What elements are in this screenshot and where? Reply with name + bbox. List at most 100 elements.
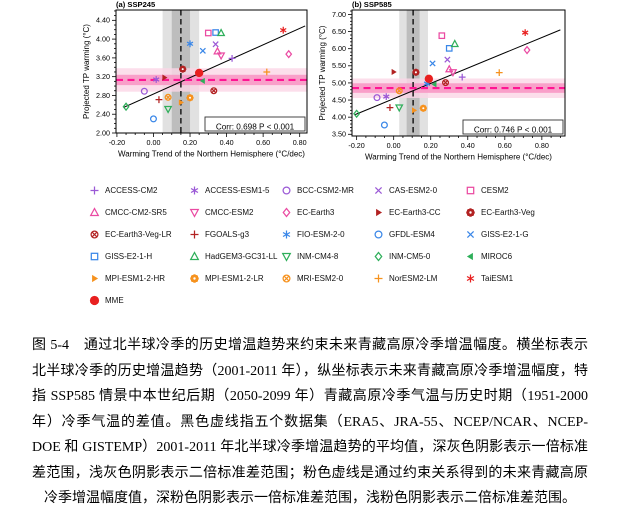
legend-item-ACCESS-CM2: ACCESS-CM2 — [88, 184, 188, 197]
legend-item-EC-Earth3: EC-Earth3 — [280, 206, 372, 219]
caption-line-3: 指 SSP585 情景中本世纪后期（2050-2099 年）青藏高原冷季气温与历… — [32, 389, 588, 404]
legend-item-GISS-E2-1-H: GISS-E2-1-H — [88, 250, 188, 263]
legend-item-MPI-ESM1-2-HR: MPI-ESM1-2-HR — [88, 272, 188, 285]
marker-EC-Earth3-Veg-LR — [442, 79, 450, 87]
marker-CAS-ESM2-0 — [212, 41, 219, 48]
legend-label: MRI-ESM2-0 — [297, 273, 344, 283]
y-tick-label: 6.00 — [332, 44, 346, 53]
y-tick-label: 4.00 — [96, 35, 110, 44]
legend-marker-GFDL-ESM4-icon — [374, 229, 383, 239]
legend-symbol-BCC-CSM2-MR — [282, 185, 291, 195]
legend-item-EC-Earth3-CC: EC-Earth3-CC — [372, 206, 464, 219]
model-legend: ACCESS-CM2 ACCESS-ESM1-5 BCC-CSM2-MR CAS-ES… — [0, 179, 620, 311]
legend-symbol-FGOALS-g3 — [190, 230, 199, 238]
legend-symbol-EC-Earth3 — [282, 206, 291, 218]
marker-GFDL-ESM4 — [380, 121, 388, 129]
x-axis-label: Warming Trend of the Northern Hemisphere… — [118, 150, 305, 159]
legend-marker-BCC-CSM2-MR-icon — [282, 185, 291, 195]
marker-MME — [424, 74, 434, 84]
legend-label: GFDL-ESM4 — [389, 229, 435, 239]
y-axis-label: Projected TP warming (°C) — [318, 25, 327, 120]
marker-INM-CM5-0 — [122, 102, 130, 112]
legend-symbol-TaiESM1 — [466, 274, 475, 282]
legend-symbol-MME — [89, 295, 100, 305]
marker-EC-Earth3-Veg-LR — [210, 87, 218, 95]
legend-label: CMCC-ESM2 — [205, 207, 254, 217]
marker-ACCESS-CM2 — [228, 54, 236, 62]
legend-label: CESM2 — [481, 185, 509, 195]
legend-item-FGOALS-g3: FGOALS-g3 — [188, 228, 280, 241]
legend-label: MME — [105, 295, 124, 305]
marker-MPI-ESM1-2-LR — [419, 104, 427, 112]
marker-EC-Earth3 — [285, 49, 293, 59]
legend-item-CMCC-CM2-SR5: CMCC-CM2-SR5 — [88, 206, 188, 219]
caption-line-6: 差范围，浅灰色阴影表示二倍标准差范围；粉色虚线是通过约束关系得到的未来青藏高原 — [32, 465, 588, 481]
legend-symbol-CAS-ESM2-0 — [374, 186, 383, 194]
legend-symbol-EC-Earth3-Veg-LR — [90, 229, 99, 239]
y-tick-label: 7.00 — [332, 10, 346, 19]
legend-item-INM-CM5-0: INM-CM5-0 — [372, 250, 464, 263]
legend-marker-CMCC-CM2-SR5-icon — [89, 206, 100, 216]
marker-NorESM2-LM — [263, 68, 271, 76]
marker-HadGEM3-GC31-LL — [216, 28, 226, 37]
marker-CESM2 — [438, 32, 446, 40]
legend-marker-CMCC-ESM2-icon — [189, 208, 200, 218]
marker-EC-Earth3-Veg — [179, 65, 187, 73]
legend-marker-FIO-ESM-2-0-icon — [282, 230, 291, 238]
legend-label: FIO-ESM-2-0 — [297, 229, 345, 239]
marker-HadGEM3-GC31-LL — [450, 39, 460, 48]
legend-label: MPI-ESM1-2-LR — [205, 273, 264, 283]
marker-BCC-CSM2-MR — [373, 94, 381, 102]
legend-item-INM-CM4-8: INM-CM4-8 — [280, 250, 372, 263]
correlation-label: Corr: 0.746 P < 0.001 — [474, 125, 553, 134]
legend-label: NorESM2-LM — [389, 273, 438, 283]
legend-marker-HadGEM3-GC31-LL-icon — [189, 250, 200, 260]
legend-item-FIO-ESM-2-0: FIO-ESM-2-0 — [280, 228, 372, 241]
marker-CMCC-CM2-SR5 — [444, 64, 454, 73]
regression-line — [354, 29, 561, 116]
legend-marker-GISS-E2-1-H-icon — [90, 252, 99, 260]
legend-item-TaiESM1: TaiESM1 — [464, 272, 556, 285]
caption-line-7: 冷季增温幅度值，深粉色阴影表示一倍标准差范围，浅粉色阴影表示二倍标准差范围。 — [44, 491, 576, 506]
x-tick-label: 0.60 — [256, 138, 270, 147]
legend-symbol-FIO-ESM-2-0 — [282, 230, 291, 238]
marker-EC-Earth3 — [523, 45, 531, 55]
y-tick-label: 5.00 — [332, 78, 346, 87]
x-tick-label: 0.80 — [293, 138, 307, 147]
plot-frame — [351, 9, 566, 137]
marker-CMCC-CM2-SR5 — [213, 46, 222, 55]
y-tick-label: 2.80 — [96, 91, 110, 100]
legend-symbol-INM-CM4-8 — [281, 252, 292, 262]
legend-symbol-CMCC-ESM2 — [189, 208, 200, 218]
y-axis-label: Projected TP warming (°C) — [82, 24, 91, 119]
marker-FIO-ESM-2-0 — [186, 40, 194, 48]
x-tick-label: 0.40 — [220, 138, 234, 147]
marker-MPI-ESM1-2-HR — [178, 99, 184, 106]
marker-GFDL-ESM4 — [149, 115, 157, 123]
legend-marker-CAS-ESM2-0-icon — [374, 186, 383, 194]
marker-EC-Earth3-CC — [391, 68, 397, 76]
marker-MPI-ESM1-2-HR — [412, 107, 418, 114]
legend-marker-EC-Earth3-Veg-LR-icon — [90, 229, 99, 239]
caption-line-1: 图 5-4 通过北半球冷季的历史增温趋势来约束未来青藏高原冷季增温幅度。横坐标表… — [32, 338, 588, 353]
marker-MIROC6 — [431, 81, 437, 88]
legend-label: CAS-ESM2-0 — [389, 185, 438, 195]
legend-label: EC-Earth3-CC — [389, 207, 441, 217]
caption-line-5: DOE 和 GISTEMP）2001-2011 年北半球冷季增温趋势的平均值，深… — [32, 440, 588, 455]
marker-NorESM2-LM — [495, 69, 503, 77]
legend-marker-MRI-ESM2-0-icon — [282, 273, 291, 283]
x-tick-label: 0.60 — [498, 141, 512, 150]
y-tick-label: 4.40 — [96, 16, 110, 25]
x-tick-label: -0.20 — [348, 141, 364, 150]
scatter-panels: -0.20 0.00 0.20 0.40 0.60 0.80 2.00 2.40 2.80 3.2… — [82, 0, 566, 162]
legend-item-MME: MME — [88, 294, 188, 307]
legend-symbol-GISS-E2-1-H — [90, 252, 99, 260]
legend-label: EC-Earth3-Veg — [481, 207, 535, 217]
correlation-box — [204, 116, 306, 132]
marker-INM-CM4-8 — [163, 105, 173, 114]
marker-FGOALS-g3 — [155, 96, 163, 104]
correlation-box — [462, 119, 564, 135]
legend-symbol-MRI-ESM2-0 — [282, 273, 291, 283]
marker-ACCESS-ESM1-5 — [382, 93, 390, 101]
legend-label: FGOALS-g3 — [205, 229, 250, 239]
